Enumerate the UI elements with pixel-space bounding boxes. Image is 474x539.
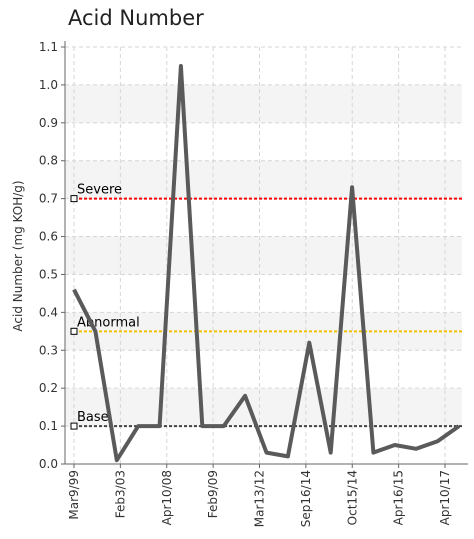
x-tick-labels: Mar9/99 Feb3/03 Apr10/08 Feb9/09 Mar13/12 Sep… <box>67 464 452 527</box>
y-tick-label: 0.9 <box>39 116 58 130</box>
reference-label-base: Base <box>77 410 109 425</box>
y-tick-label: 0.8 <box>39 154 58 168</box>
reference-marker <box>70 195 78 203</box>
x-tick-label: Apr10/17 <box>438 470 452 525</box>
reference-label-severe: Severe <box>77 183 122 198</box>
reference-marker <box>70 422 78 430</box>
grid-band <box>65 160 462 199</box>
background-bands <box>65 84 462 427</box>
series-lines <box>72 64 461 463</box>
grid-band <box>65 84 462 123</box>
y-axis-label: Acid Number (mg KOH/g) <box>11 180 25 331</box>
y-tick-label: 0.3 <box>39 343 58 357</box>
x-tick-label: Apr16/15 <box>392 470 406 525</box>
chart-title: Acid Number <box>68 6 204 30</box>
x-tick-label: Mar9/99 <box>67 470 81 520</box>
y-tick-label: 0.2 <box>39 381 58 395</box>
y-tick-label: 0.7 <box>39 192 58 206</box>
y-tick-label: 0.6 <box>39 230 58 244</box>
y-tick-label: 0.5 <box>39 267 58 281</box>
reference-marker <box>70 327 78 335</box>
grid-band <box>65 388 462 427</box>
x-tick-label: Oct15/14 <box>345 470 359 525</box>
grid-band <box>65 236 462 275</box>
y-tick-label: 0.0 <box>39 457 58 471</box>
x-tick-label: Apr10/08 <box>160 470 174 525</box>
y-tick-label: 0.4 <box>39 305 58 319</box>
y-tick-label: 1.1 <box>39 40 58 54</box>
x-tick-label: Mar13/12 <box>253 470 267 527</box>
y-tick-label: 0.1 <box>39 419 58 433</box>
axes <box>64 41 468 465</box>
y-tick-labels: 0.0 0.1 0.2 0.3 0.4 0.5 0.6 0.7 0.8 0.9 1.0 1.1 <box>39 40 65 471</box>
x-tick-label: Feb3/03 <box>113 470 127 518</box>
x-tick-label: Sep16/14 <box>299 470 313 527</box>
x-tick-label: Feb9/09 <box>206 470 220 518</box>
y-tick-label: 1.0 <box>39 78 58 92</box>
